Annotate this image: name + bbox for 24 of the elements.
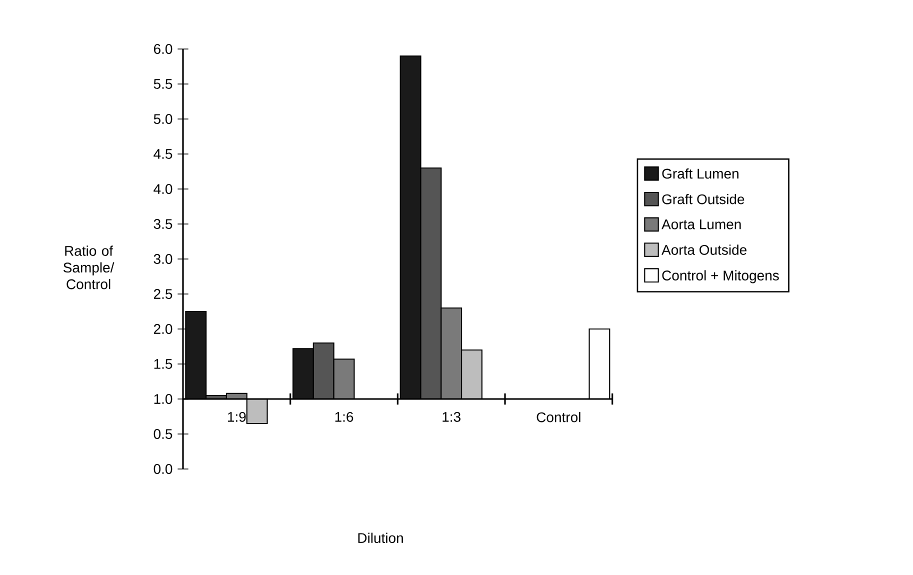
x-tick-label: Control [536,412,580,422]
x-axis-title: Dilution [358,532,403,544]
legend-label: Aorta Lumen [662,220,741,230]
y-tick-label: 0.0 [154,464,172,474]
y-tick-label: 2.0 [154,324,172,334]
y-tick-label: 4.5 [154,149,172,159]
legend-label: Graft Lumen [662,168,738,179]
legend-label: Control + Mitogens [662,270,779,284]
y-tick-label: 3.5 [154,219,172,229]
legend-label: Graft Outside [662,194,744,204]
x-tick-label: 1:6 [335,412,354,422]
x-tick-label: 1:3 [442,412,460,422]
y-tick-label: 5.0 [154,114,172,124]
y-tick-label: 2.5 [154,289,172,299]
y-tick-label: 6.0 [154,44,172,54]
y-tick-label: 1.0 [154,394,172,404]
x-tick-label: 1:9 [228,412,246,422]
y-tick-label: 5.5 [154,79,172,89]
y-axis-title: Ratio of Sample/ Control [63,246,114,290]
y-tick-label: 3.0 [154,254,172,264]
y-tick-label: 1.5 [154,359,172,369]
legend-label: Aorta Outside [662,244,746,255]
y-tick-label: 4.0 [154,184,172,194]
y-tick-label: 0.5 [154,429,172,439]
